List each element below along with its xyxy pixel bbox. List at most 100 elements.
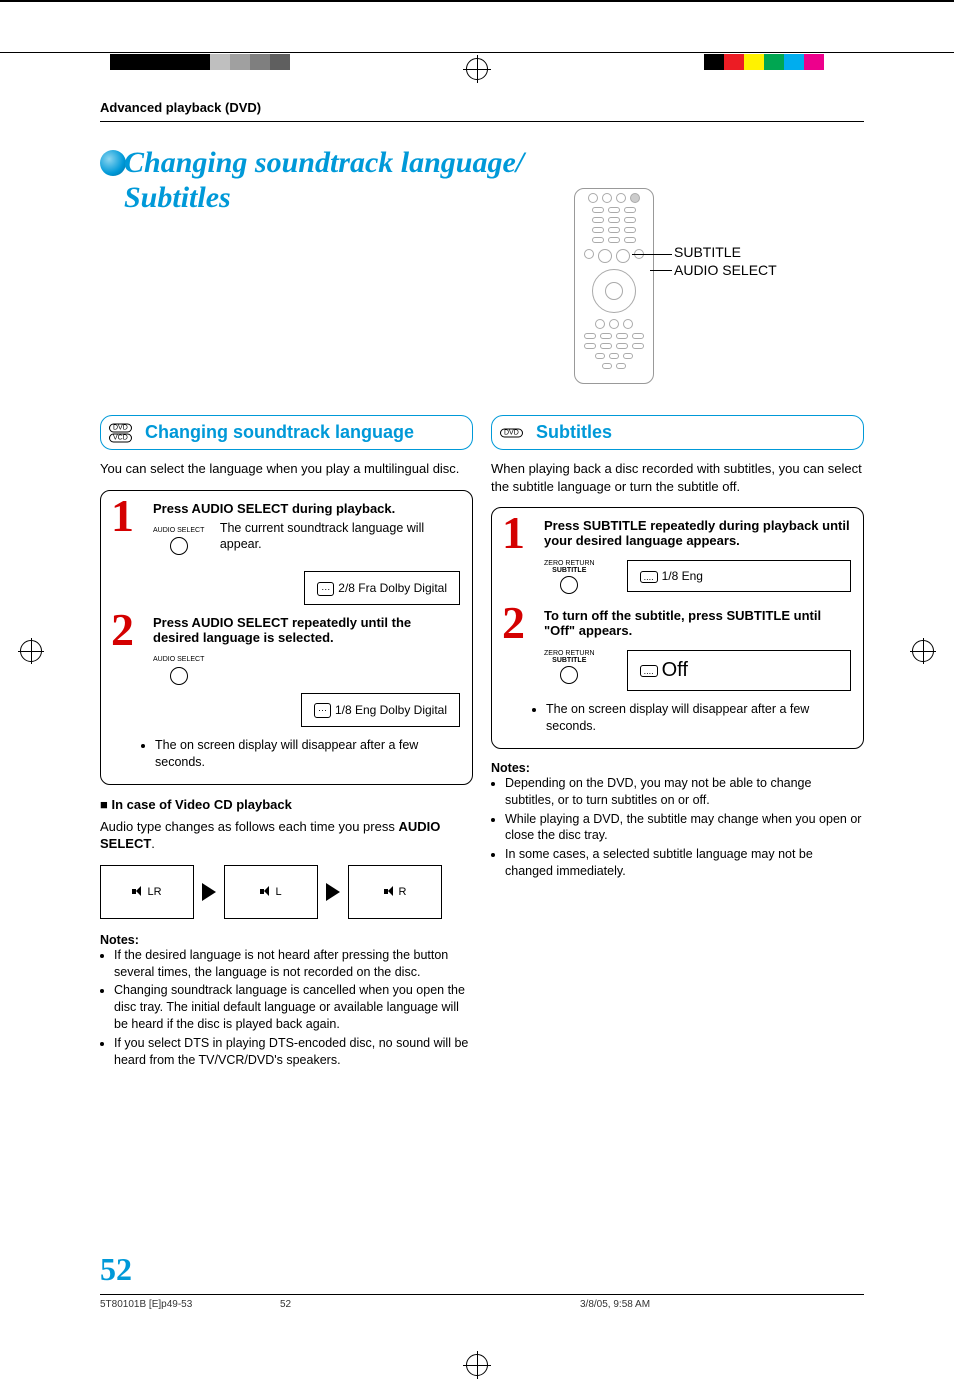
format-badges: DVD <box>500 427 523 438</box>
speaker-icon <box>260 886 271 897</box>
note-item: The on screen display will disappear aft… <box>546 701 851 735</box>
osd-display: ⋯ 2/8 Fra Dolby Digital <box>304 571 460 605</box>
step-note-list: The on screen display will disappear aft… <box>141 737 460 771</box>
arrow-right-icon <box>202 883 216 901</box>
badge-dvd: DVD <box>500 428 523 437</box>
cycle-label: LR <box>147 886 161 898</box>
cycle-box: R <box>348 865 442 919</box>
section-header-subtitles: DVD Subtitles <box>491 415 864 450</box>
note-item: Depending on the DVD, you may not be abl… <box>505 775 864 809</box>
notes-list: If the desired language is not heard aft… <box>100 947 473 1069</box>
vcd-body: Audio type changes as follows each time … <box>100 818 473 853</box>
print-marks-top <box>0 0 954 80</box>
note-item: The on screen display will disappear aft… <box>155 737 460 771</box>
button-label: AUDIO SELECT <box>153 656 204 663</box>
osd-display: .... Off <box>627 650 851 691</box>
page-number: 52 <box>100 1251 864 1288</box>
section-header-soundtrack: DVD VCD Changing soundtrack language <box>100 415 473 450</box>
print-marks-bottom <box>0 1350 954 1390</box>
step-number: 1 <box>502 510 525 556</box>
step-desc: The current soundtrack language will app… <box>220 520 460 554</box>
speaker-icon <box>132 886 143 897</box>
notes-list: Depending on the DVD, you may not be abl… <box>491 775 864 880</box>
audio-cycle-diagram: LR L R <box>100 865 473 919</box>
notes-heading: Notes: <box>100 933 473 947</box>
format-badges: DVD VCD <box>109 422 132 443</box>
vcd-heading: In case of Video CD playback <box>100 797 473 812</box>
audio-select-button-icon: AUDIO SELECT <box>153 655 204 684</box>
intro-text: When playing back a disc recorded with s… <box>491 460 864 495</box>
step-title: Press SUBTITLE repeatedly during playbac… <box>544 518 851 548</box>
step-1: 1 Press SUBTITLE repeatedly during playb… <box>504 518 851 598</box>
divider <box>100 121 864 122</box>
cycle-box: L <box>224 865 318 919</box>
steps-box: 1 Press SUBTITLE repeatedly during playb… <box>491 507 864 749</box>
remote-icon <box>574 188 654 384</box>
step-note-list: The on screen display will disappear aft… <box>532 701 851 735</box>
button-label: SUBTITLE <box>552 567 586 574</box>
speaker-icon <box>384 886 395 897</box>
badge-dvd: DVD <box>109 423 132 432</box>
notes-heading: Notes: <box>491 761 864 775</box>
footer: 5T80101B [E]p49-53 52 3/8/05, 9:58 AM <box>100 1294 864 1310</box>
arrow-right-icon <box>326 883 340 901</box>
step-number: 2 <box>111 607 134 653</box>
button-label: ZERO RETURN <box>544 560 595 567</box>
osd-display: .... 1/8 Eng <box>627 560 851 592</box>
button-label: SUBTITLE <box>552 657 586 664</box>
footer-date: 3/8/05, 9:58 AM <box>580 1299 864 1310</box>
step-title: To turn off the subtitle, press SUBTITLE… <box>544 608 851 638</box>
calibration-bars-right <box>704 54 844 70</box>
callout-subtitle: SUBTITLE <box>674 244 741 260</box>
note-item: In some cases, a selected subtitle langu… <box>505 846 864 880</box>
steps-box: 1 Press AUDIO SELECT during playback. AU… <box>100 490 473 785</box>
title-line: Subtitles <box>124 181 231 214</box>
step-body: AUDIO SELECT The current soundtrack lang… <box>153 520 460 606</box>
osd-text: Off <box>662 659 688 681</box>
left-column: DVD VCD Changing soundtrack language You… <box>100 415 473 1071</box>
button-label: ZERO RETURN <box>544 650 595 657</box>
note-item: If the desired language is not heard aft… <box>114 947 473 981</box>
speech-icon: ⋯ <box>317 582 334 596</box>
callout-audio-select: AUDIO SELECT <box>674 262 777 278</box>
audio-select-button-icon: AUDIO SELECT <box>153 526 204 555</box>
badge-vcd: VCD <box>109 433 132 442</box>
osd-text: 1/8 Eng <box>662 569 703 583</box>
step-number: 1 <box>111 493 134 539</box>
osd-text: 1/8 Eng Dolby Digital <box>335 703 447 717</box>
subtitle-icon: .... <box>640 571 658 583</box>
registration-mark-icon <box>466 1354 488 1376</box>
subtitle-button-icon: ZERO RETURN SUBTITLE <box>544 650 595 684</box>
subtitle-button-icon: ZERO RETURN SUBTITLE <box>544 560 595 594</box>
step-title: Press AUDIO SELECT during playback. <box>153 501 460 516</box>
speech-icon: ⋯ <box>314 703 331 717</box>
note-item: If you select DTS in playing DTS-encoded… <box>114 1035 473 1069</box>
step-2: 2 Press AUDIO SELECT repeatedly until th… <box>113 615 460 727</box>
remote-diagram: SUBTITLE AUDIO SELECT <box>574 188 854 388</box>
section-title: Changing soundtrack language <box>145 422 414 442</box>
breadcrumb: Advanced playback (DVD) <box>100 100 864 115</box>
section-title: Subtitles <box>536 422 612 442</box>
step-1: 1 Press AUDIO SELECT during playback. AU… <box>113 501 460 606</box>
note-item: While playing a DVD, the subtitle may ch… <box>505 811 864 845</box>
step-number: 2 <box>502 600 525 646</box>
step-body: ZERO RETURN SUBTITLE .... 1/8 Eng <box>544 554 851 598</box>
step-title: Press AUDIO SELECT repeatedly until the … <box>153 615 460 645</box>
osd-display: ⋯ 1/8 Eng Dolby Digital <box>301 693 460 727</box>
step-body: AUDIO SELECT ⋯ 1/8 Eng Dolby Digital <box>153 649 460 727</box>
title-line: Changing soundtrack language/ <box>124 146 524 179</box>
subtitle-icon: .... <box>640 665 658 677</box>
calibration-bars-left <box>110 54 310 70</box>
intro-text: You can select the language when you pla… <box>100 460 473 478</box>
right-column: DVD Subtitles When playing back a disc r… <box>491 415 864 1071</box>
registration-mark-icon <box>466 58 488 80</box>
cycle-label: L <box>275 886 281 898</box>
step-body: ZERO RETURN SUBTITLE .... Off <box>544 644 851 691</box>
footer-file: 5T80101B [E]p49-53 <box>100 1299 280 1310</box>
step-2: 2 To turn off the subtitle, press SUBTIT… <box>504 608 851 691</box>
footer-page: 52 <box>280 1299 580 1310</box>
osd-text: 2/8 Fra Dolby Digital <box>338 581 447 595</box>
note-item: Changing soundtrack language is cancelle… <box>114 982 473 1033</box>
cycle-box: LR <box>100 865 194 919</box>
button-label: AUDIO SELECT <box>153 527 204 534</box>
